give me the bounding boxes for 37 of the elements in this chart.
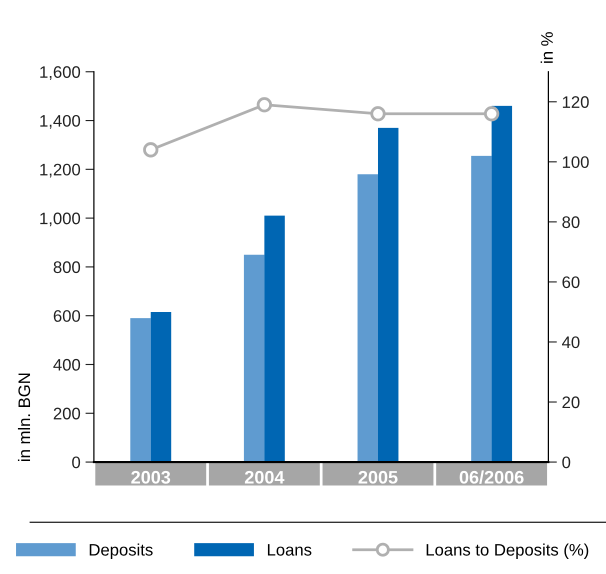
bar [130,318,151,462]
y-axis-title: in mln. BGN [18,374,30,461]
y-tick-label: 600 [54,310,80,322]
y2-tick-label: 120 [562,96,589,108]
legend-label: Loans [268,544,312,556]
y2-tick-label: 20 [562,396,580,408]
y-tick-label: 1,000 [40,212,80,226]
y2-tick-label: 0 [562,456,570,468]
y-tick-label: 1,200 [40,164,80,178]
bar [378,128,398,462]
y-tick-label: 400 [53,358,80,371]
legend-label: Loans to Deposits (%) [426,543,588,559]
y-tick-label: 1,600 [40,66,80,80]
point [256,97,272,112]
y-tick-label: 0 [72,456,80,468]
point [143,142,158,158]
bar [358,174,378,462]
x-tick-label: 2003 [131,470,170,484]
y2-tick-label: 80 [562,216,580,228]
bar [150,312,172,462]
bar [492,106,512,462]
x-tick-label: 06/2006 [460,470,524,484]
point [484,106,500,122]
legend-label: Deposits [90,543,153,559]
y2-axis-title: in % [540,32,553,63]
y-tick-label: 200 [54,408,80,420]
y2-tick-label: 40 [562,336,580,348]
y2-tick-label: 60 [562,276,580,288]
y-tick-label: 800 [54,261,80,274]
bar [244,254,264,462]
bar [264,216,285,462]
point [370,106,386,122]
y2-tick-label: 100 [562,156,589,168]
bar [471,156,492,462]
y-tick-label: 1,400 [40,114,80,129]
x-tick-label: 2005 [358,470,398,484]
x-tick-label: 2004 [244,470,284,484]
